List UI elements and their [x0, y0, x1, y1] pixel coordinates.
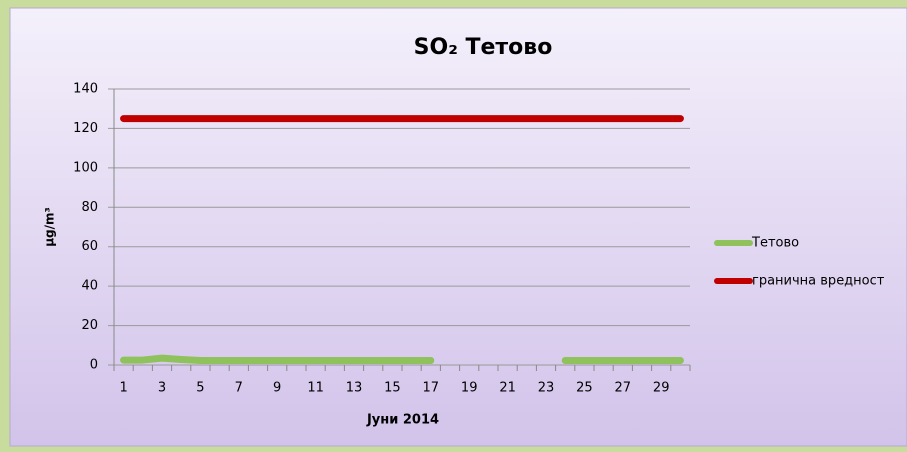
y-tick-label: 140: [73, 82, 98, 97]
x-tick-label: 11: [307, 381, 324, 396]
x-tick-label: 3: [158, 381, 166, 396]
y-tick-label: 120: [73, 121, 98, 136]
y-tick-label: 20: [81, 318, 98, 333]
x-tick-label: 1: [119, 381, 127, 396]
chart-title: SO₂ Тетово: [414, 35, 553, 60]
legend-label: Тетово: [751, 236, 799, 251]
y-tick-label: 0: [90, 358, 98, 373]
legend-label: гранична вредност: [752, 274, 885, 289]
x-tick-label: 21: [499, 381, 516, 396]
x-tick-label: 5: [196, 381, 204, 396]
y-axis-label: μg/m³: [43, 207, 57, 247]
x-tick-label: 13: [346, 381, 363, 396]
x-tick-label: 9: [273, 381, 281, 396]
x-tick-label: 17: [423, 381, 440, 396]
y-tick-label: 60: [81, 239, 98, 254]
panel: [9, 7, 907, 447]
x-tick-label: 19: [461, 381, 478, 396]
y-tick-label: 80: [81, 200, 98, 215]
x-tick-label: 7: [235, 381, 243, 396]
x-tick-label: 23: [538, 381, 555, 396]
y-tick-label: 100: [73, 160, 98, 175]
y-tick-label: 40: [81, 279, 98, 294]
x-axis-label: Јуни 2014: [366, 413, 439, 428]
x-tick-label: 15: [384, 381, 401, 396]
series-line: [120, 354, 684, 364]
x-tick-label: 29: [653, 381, 670, 396]
x-tick-label: 25: [576, 381, 593, 396]
x-tick-label: 27: [615, 381, 632, 396]
